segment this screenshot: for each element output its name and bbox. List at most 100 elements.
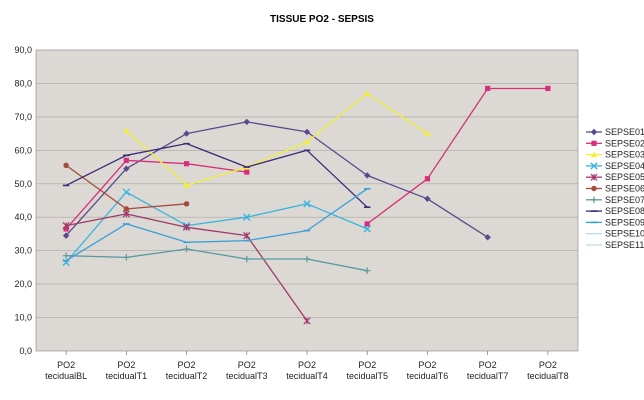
legend-item: SEPSE05 xyxy=(586,172,644,182)
data-point xyxy=(243,118,250,126)
data-point xyxy=(123,127,130,133)
legend-item: SEPSE03 xyxy=(586,150,644,160)
x-tick-label: PO2 tecidualT2 xyxy=(166,360,208,381)
x-tick-label: PO2 tecidualT7 xyxy=(467,360,509,381)
data-point xyxy=(62,252,70,259)
legend-item: SEPSE04 xyxy=(586,161,644,171)
x-tick-label: PO2 tecidualT5 xyxy=(346,360,388,381)
data-point xyxy=(62,221,70,230)
data-point xyxy=(123,254,130,261)
y-tick-label: 90,0 xyxy=(14,45,32,55)
data-point xyxy=(122,188,131,196)
legend-label: SEPSE05 xyxy=(605,172,644,182)
legend-item: SEPSE06 xyxy=(586,184,644,194)
y-tick-label: 20,0 xyxy=(14,279,32,289)
data-point xyxy=(63,226,69,232)
data-point xyxy=(183,201,190,207)
legend-label: SEPSE11 xyxy=(605,240,644,250)
legend-label: SEPSE09 xyxy=(605,217,644,227)
series-sepse08 xyxy=(62,142,371,208)
legend-item: SEPSE08 xyxy=(586,206,644,216)
legend-label: SEPSE02 xyxy=(605,138,644,148)
legend-marker xyxy=(590,128,598,136)
series-sepse06 xyxy=(63,162,190,212)
data-point xyxy=(485,85,491,92)
legend-marker xyxy=(590,196,598,203)
data-point xyxy=(183,245,190,253)
y-tick-label: 60,0 xyxy=(14,145,32,155)
data-point xyxy=(183,130,190,137)
y-tick-label: 70,0 xyxy=(14,112,32,122)
series-line xyxy=(65,191,368,263)
data-point xyxy=(123,157,129,163)
data-point xyxy=(303,255,311,263)
legend-marker xyxy=(591,185,597,192)
legend-item: SEPSE10 xyxy=(586,229,644,239)
legend-label: SEPSE08 xyxy=(605,206,644,216)
data-point xyxy=(424,195,431,203)
data-point xyxy=(244,169,250,175)
chart-title: TISSUE PO2 - SEPSIS xyxy=(270,14,374,25)
series-sepse02 xyxy=(63,85,551,232)
data-point xyxy=(303,317,311,325)
legend-item: SEPSE07 xyxy=(586,195,644,205)
legend-item: SEPSE01 xyxy=(586,127,644,137)
series-sepse05 xyxy=(62,210,311,325)
data-point xyxy=(122,210,130,218)
x-tick-label: PO2 tecidualBL xyxy=(45,360,87,381)
data-point xyxy=(243,231,251,240)
legend-item: SEPSE09 xyxy=(586,217,644,227)
legend-item: SEPSE02 xyxy=(586,138,644,148)
series-sepse07 xyxy=(62,245,371,274)
data-point xyxy=(484,234,491,241)
data-point xyxy=(63,162,69,169)
data-point xyxy=(183,161,190,167)
x-tick-label: PO2 tecidualT8 xyxy=(527,360,569,381)
legend-marker xyxy=(590,151,598,158)
data-point xyxy=(424,130,431,137)
data-point xyxy=(424,176,431,182)
data-point xyxy=(303,200,311,208)
data-point xyxy=(123,206,130,212)
data-point xyxy=(123,165,130,172)
data-point xyxy=(62,232,70,239)
legend-marker xyxy=(591,140,597,146)
plot-background xyxy=(35,49,579,352)
x-tick-label: PO2 tecidualT1 xyxy=(106,360,148,381)
y-tick-label: 0,0 xyxy=(19,346,32,356)
data-point xyxy=(243,213,251,221)
x-tick-label: PO2 tecidualT4 xyxy=(286,360,328,381)
y-tick-label: 40,0 xyxy=(14,212,32,222)
data-point xyxy=(182,223,191,231)
series-line xyxy=(125,92,428,187)
data-point xyxy=(545,85,551,92)
y-tick-label: 80,0 xyxy=(14,78,32,88)
legend-label: SEPSE10 xyxy=(605,229,644,239)
data-point xyxy=(364,221,370,227)
y-tick-label: 10,0 xyxy=(14,313,32,323)
data-point xyxy=(364,172,371,179)
series-line xyxy=(65,142,368,208)
y-tick-label: 30,0 xyxy=(14,246,32,256)
x-tick-label: PO2 tecidualT6 xyxy=(407,360,449,381)
series-line xyxy=(65,121,489,238)
legend-label: SEPSE04 xyxy=(605,161,644,171)
legend-label: SEPSE07 xyxy=(605,195,644,205)
data-point xyxy=(303,128,311,136)
data-point xyxy=(363,225,371,233)
legend-label: SEPSE06 xyxy=(605,184,644,194)
legend-marker xyxy=(590,162,598,170)
series-line xyxy=(66,248,368,272)
legend-label: SEPSE03 xyxy=(605,150,644,160)
y-tick-label: 50,0 xyxy=(14,179,32,189)
plot-area: 0,0 10,0 20,0 30,0 40,0 50,0 60,0 70,0 80,0 90,0 P… xyxy=(14,45,579,381)
series-sepse01 xyxy=(62,118,491,241)
data-point xyxy=(183,182,190,189)
x-tick-label: PO2 tecidualT3 xyxy=(226,360,268,381)
series-sepse09 xyxy=(62,187,371,262)
series-line xyxy=(65,87,548,230)
data-point xyxy=(303,138,311,145)
series-line xyxy=(65,188,368,262)
